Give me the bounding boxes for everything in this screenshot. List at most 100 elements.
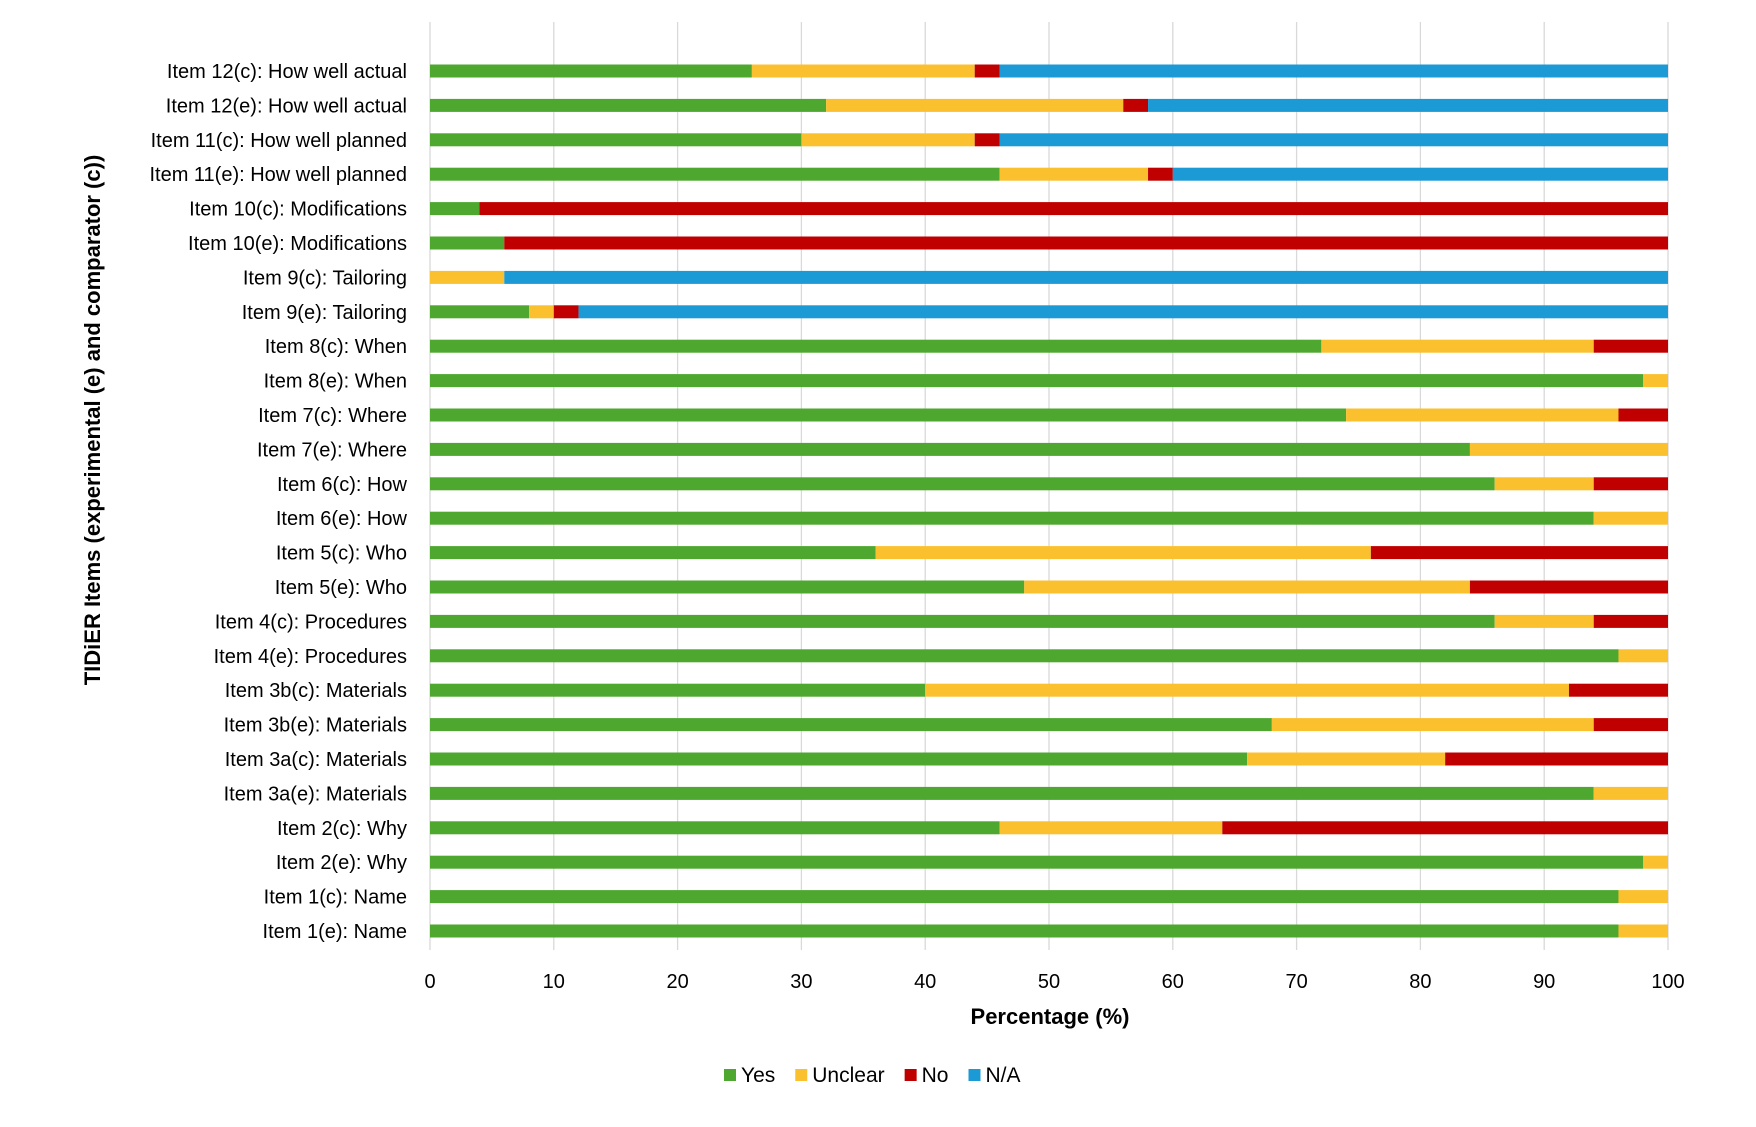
bar-segment-yes	[430, 821, 1000, 835]
category-label: Item 12(e): How well actual	[166, 95, 407, 117]
x-tick-label: 30	[790, 971, 812, 993]
bar-segment-yes	[430, 477, 1495, 491]
x-tick-label: 70	[1285, 971, 1307, 993]
bar-segment-yes	[430, 855, 1644, 869]
bar-segment-unclear	[1346, 408, 1619, 422]
bar-segment-no	[1593, 718, 1668, 732]
bar-segment-yes	[430, 374, 1644, 388]
bar-segment-unclear	[1271, 718, 1594, 732]
category-label: Item 6(c): How	[277, 474, 408, 496]
bar-segment-no	[1445, 752, 1668, 766]
bar-segment-unclear	[1593, 511, 1668, 525]
legend-swatch	[968, 1069, 981, 1081]
x-tick-label: 90	[1533, 971, 1555, 993]
bar-segment-unclear	[999, 167, 1149, 181]
category-label: Item 9(c): Tailoring	[243, 267, 407, 289]
x-tick-label: 60	[1162, 971, 1184, 993]
bar-segment-no	[504, 236, 1668, 250]
bar-segment-yes	[430, 614, 1495, 628]
bar-segment-unclear	[1494, 477, 1594, 491]
bar-segment-no	[974, 64, 1000, 78]
x-tick-label: 50	[1038, 971, 1060, 993]
bar-segment-unclear	[999, 821, 1223, 835]
bar-segment-yes	[430, 649, 1619, 663]
bar-segment-yes	[430, 890, 1619, 904]
bar-segment-yes	[430, 98, 827, 112]
x-tick-label: 0	[424, 971, 435, 993]
bar-segment-n-a	[1148, 98, 1668, 112]
category-label: Item 7(e): Where	[257, 439, 407, 461]
bar-segment-no	[479, 202, 1668, 216]
bar-segment-yes	[430, 580, 1025, 594]
bar-segment-unclear	[1469, 442, 1668, 456]
category-label: Item 3a(e): Materials	[224, 783, 407, 805]
bar-segment-yes	[430, 64, 752, 78]
legend-swatch	[795, 1069, 808, 1081]
category-label: Item 5(e): Who	[275, 577, 407, 599]
bar-segment-no	[1593, 339, 1668, 353]
bar-segment-unclear	[1247, 752, 1446, 766]
x-tick-label: 40	[914, 971, 936, 993]
category-label: Item 1(e): Name	[263, 921, 407, 943]
bar-segment-n-a	[504, 270, 1668, 284]
bar-segment-no	[1148, 167, 1173, 181]
x-tick-label: 10	[543, 971, 565, 993]
category-labels: Item 12(c): How well actual Item 12(e): H…	[149, 61, 407, 943]
category-label: Item 4(e): Procedures	[214, 646, 407, 668]
legend-label: No	[922, 1064, 949, 1087]
bar-segment-yes	[430, 408, 1347, 422]
bar-segment-no	[1123, 98, 1149, 112]
category-label: Item 9(e): Tailoring	[242, 302, 407, 324]
bar-segment-yes	[430, 683, 926, 697]
category-label: Item 2(e): Why	[276, 852, 407, 874]
bar-segment-yes	[430, 442, 1470, 456]
bar-segment-n-a	[578, 305, 1668, 319]
bar-segment-no	[1593, 614, 1668, 628]
category-label: Item 2(c): Why	[277, 818, 407, 840]
bar-segment-no	[1222, 821, 1668, 835]
bar-segment-no	[1568, 683, 1668, 697]
bar-segment-unclear	[925, 683, 1569, 697]
bar-segment-yes	[430, 511, 1594, 525]
x-tick-label: 80	[1409, 971, 1431, 993]
bar-segment-unclear	[1618, 890, 1668, 904]
bar-segment-yes	[430, 133, 802, 147]
bar-segment-unclear	[875, 546, 1371, 560]
bar-segment-unclear	[1024, 580, 1470, 594]
category-label: Item 10(c): Modifications	[189, 199, 407, 221]
x-tick-labels: 0 10 20 30 40 50 60 70 80 90 100	[424, 971, 1684, 993]
category-label: Item 5(c): Who	[276, 543, 407, 565]
bar-segment-yes	[430, 718, 1272, 732]
category-label: Item 11(e): How well planned	[149, 164, 407, 186]
bar-segment-unclear	[1618, 649, 1668, 663]
bar-segment-unclear	[430, 270, 505, 284]
bar-segment-unclear	[751, 64, 975, 78]
bar-segment-unclear	[529, 305, 554, 319]
bar-segment-no	[553, 305, 579, 319]
bar-segment-no	[974, 133, 1000, 147]
bar-segment-yes	[430, 339, 1322, 353]
x-tick-label: 100	[1651, 971, 1684, 993]
bar-segment-unclear	[1494, 614, 1594, 628]
legend-swatch	[904, 1069, 917, 1081]
category-label: Item 3b(e): Materials	[224, 715, 407, 737]
bar-segment-unclear	[1643, 374, 1668, 388]
category-label: Item 7(c): Where	[258, 405, 407, 427]
category-label: Item 1(c): Name	[264, 887, 407, 909]
x-axis-title: Percentage (%)	[971, 1004, 1130, 1029]
bar-segment-unclear	[1321, 339, 1594, 353]
bar-segment-no	[1618, 408, 1668, 422]
bar-segment-yes	[430, 752, 1248, 766]
bar-segment-n-a	[999, 133, 1668, 147]
bar-segment-yes	[430, 167, 1000, 181]
category-label: Item 6(e): How	[276, 508, 408, 530]
bar-segment-no	[1593, 477, 1668, 491]
category-label: Item 12(c): How well actual	[167, 61, 407, 83]
legend-swatch	[724, 1069, 736, 1081]
bar-segment-yes	[430, 546, 876, 560]
bar-segment-unclear	[1593, 786, 1668, 800]
category-label: Item 4(c): Procedures	[215, 611, 407, 633]
bar-segment-unclear	[826, 98, 1124, 112]
